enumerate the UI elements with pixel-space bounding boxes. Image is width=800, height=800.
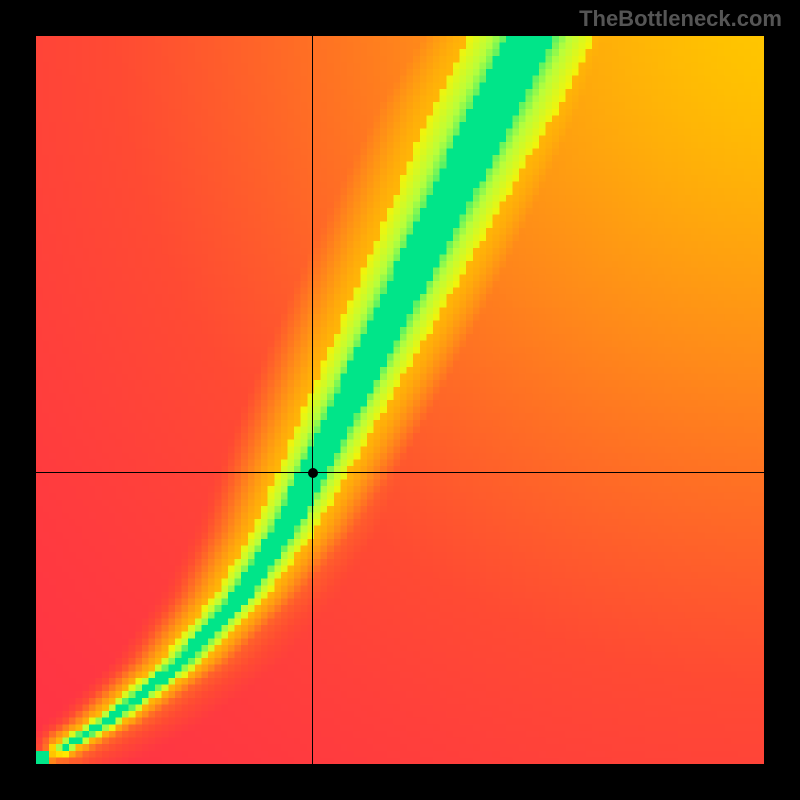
selection-marker xyxy=(308,468,318,478)
bottleneck-heatmap xyxy=(36,36,764,764)
crosshair-vertical xyxy=(312,36,313,764)
crosshair-horizontal xyxy=(36,472,764,473)
watermark-text: TheBottleneck.com xyxy=(579,6,782,32)
chart-container: TheBottleneck.com xyxy=(0,0,800,800)
